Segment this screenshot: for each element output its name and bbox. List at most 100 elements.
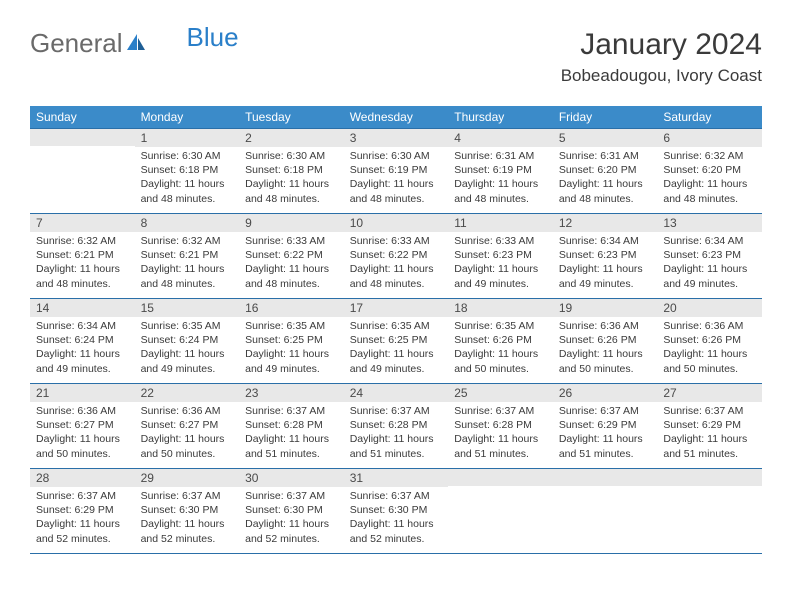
logo-text-general: General bbox=[30, 28, 123, 59]
calendar-cell: 31Sunrise: 6:37 AMSunset: 6:30 PMDayligh… bbox=[344, 468, 449, 553]
sunset-line: Sunset: 6:27 PM bbox=[141, 418, 234, 432]
calendar-week-row: 21Sunrise: 6:36 AMSunset: 6:27 PMDayligh… bbox=[30, 383, 762, 468]
logo-sail-icon bbox=[125, 28, 147, 59]
sunset-line: Sunset: 6:18 PM bbox=[141, 163, 234, 177]
calendar-week-row: 14Sunrise: 6:34 AMSunset: 6:24 PMDayligh… bbox=[30, 298, 762, 383]
day-number: 31 bbox=[344, 468, 449, 487]
sunrise-line: Sunrise: 6:35 AM bbox=[350, 319, 443, 333]
sunrise-line: Sunrise: 6:31 AM bbox=[454, 149, 547, 163]
sunrise-line: Sunrise: 6:37 AM bbox=[559, 404, 652, 418]
calendar-cell bbox=[553, 468, 658, 553]
day-number: 27 bbox=[657, 383, 762, 402]
calendar-cell: 18Sunrise: 6:35 AMSunset: 6:26 PMDayligh… bbox=[448, 298, 553, 383]
day-body: Sunrise: 6:36 AMSunset: 6:27 PMDaylight:… bbox=[135, 402, 240, 465]
calendar-cell: 28Sunrise: 6:37 AMSunset: 6:29 PMDayligh… bbox=[30, 468, 135, 553]
daylight-line: Daylight: 11 hours and 49 minutes. bbox=[141, 347, 234, 375]
day-body: Sunrise: 6:32 AMSunset: 6:21 PMDaylight:… bbox=[135, 232, 240, 295]
daylight-line: Daylight: 11 hours and 49 minutes. bbox=[245, 347, 338, 375]
calendar-table: Sunday Monday Tuesday Wednesday Thursday… bbox=[30, 106, 762, 554]
daylight-line: Daylight: 11 hours and 51 minutes. bbox=[245, 432, 338, 460]
day-number: 8 bbox=[135, 213, 240, 232]
calendar-cell: 10Sunrise: 6:33 AMSunset: 6:22 PMDayligh… bbox=[344, 213, 449, 298]
daylight-line: Daylight: 11 hours and 51 minutes. bbox=[454, 432, 547, 460]
calendar-cell: 11Sunrise: 6:33 AMSunset: 6:23 PMDayligh… bbox=[448, 213, 553, 298]
sunrise-line: Sunrise: 6:35 AM bbox=[245, 319, 338, 333]
day-number: 30 bbox=[239, 468, 344, 487]
logo-text-blue: Blue bbox=[187, 22, 239, 53]
day-body: Sunrise: 6:35 AMSunset: 6:25 PMDaylight:… bbox=[344, 317, 449, 380]
day-number: 15 bbox=[135, 298, 240, 317]
weekday-header: Wednesday bbox=[344, 106, 449, 128]
day-number: 19 bbox=[553, 298, 658, 317]
day-number: 14 bbox=[30, 298, 135, 317]
sunset-line: Sunset: 6:22 PM bbox=[245, 248, 338, 262]
calendar-cell: 29Sunrise: 6:37 AMSunset: 6:30 PMDayligh… bbox=[135, 468, 240, 553]
daylight-line: Daylight: 11 hours and 49 minutes. bbox=[559, 262, 652, 290]
sunset-line: Sunset: 6:28 PM bbox=[454, 418, 547, 432]
daylight-line: Daylight: 11 hours and 50 minutes. bbox=[663, 347, 756, 375]
day-number: 2 bbox=[239, 128, 344, 147]
sunset-line: Sunset: 6:23 PM bbox=[559, 248, 652, 262]
sunset-line: Sunset: 6:19 PM bbox=[454, 163, 547, 177]
daylight-line: Daylight: 11 hours and 49 minutes. bbox=[36, 347, 129, 375]
daylight-line: Daylight: 11 hours and 49 minutes. bbox=[663, 262, 756, 290]
daylight-line: Daylight: 11 hours and 52 minutes. bbox=[141, 517, 234, 545]
day-body: Sunrise: 6:37 AMSunset: 6:29 PMDaylight:… bbox=[657, 402, 762, 465]
calendar-cell: 8Sunrise: 6:32 AMSunset: 6:21 PMDaylight… bbox=[135, 213, 240, 298]
day-number: 16 bbox=[239, 298, 344, 317]
sunrise-line: Sunrise: 6:30 AM bbox=[141, 149, 234, 163]
daylight-line: Daylight: 11 hours and 50 minutes. bbox=[141, 432, 234, 460]
day-number: 4 bbox=[448, 128, 553, 147]
weekday-header: Tuesday bbox=[239, 106, 344, 128]
day-number: 21 bbox=[30, 383, 135, 402]
calendar-cell: 26Sunrise: 6:37 AMSunset: 6:29 PMDayligh… bbox=[553, 383, 658, 468]
sunset-line: Sunset: 6:28 PM bbox=[245, 418, 338, 432]
day-body: Sunrise: 6:32 AMSunset: 6:21 PMDaylight:… bbox=[30, 232, 135, 295]
calendar-cell bbox=[657, 468, 762, 553]
day-number: 3 bbox=[344, 128, 449, 147]
empty-day-header bbox=[448, 468, 553, 486]
day-body: Sunrise: 6:37 AMSunset: 6:30 PMDaylight:… bbox=[239, 487, 344, 550]
calendar-cell: 4Sunrise: 6:31 AMSunset: 6:19 PMDaylight… bbox=[448, 128, 553, 213]
sunrise-line: Sunrise: 6:36 AM bbox=[663, 319, 756, 333]
daylight-line: Daylight: 11 hours and 52 minutes. bbox=[350, 517, 443, 545]
daylight-line: Daylight: 11 hours and 48 minutes. bbox=[350, 177, 443, 205]
day-body: Sunrise: 6:37 AMSunset: 6:30 PMDaylight:… bbox=[135, 487, 240, 550]
weekday-header: Thursday bbox=[448, 106, 553, 128]
day-number: 20 bbox=[657, 298, 762, 317]
day-number: 25 bbox=[448, 383, 553, 402]
sunrise-line: Sunrise: 6:37 AM bbox=[350, 404, 443, 418]
daylight-line: Daylight: 11 hours and 48 minutes. bbox=[245, 177, 338, 205]
day-body: Sunrise: 6:33 AMSunset: 6:22 PMDaylight:… bbox=[239, 232, 344, 295]
calendar-cell: 20 Sunrise: 6:36 AMSunset: 6:26 PMDayligh… bbox=[657, 298, 762, 383]
sunrise-line: Sunrise: 6:37 AM bbox=[141, 489, 234, 503]
calendar-cell: 24Sunrise: 6:37 AMSunset: 6:28 PMDayligh… bbox=[344, 383, 449, 468]
day-body: Sunrise: 6:34 AMSunset: 6:24 PMDaylight:… bbox=[30, 317, 135, 380]
sunset-line: Sunset: 6:23 PM bbox=[454, 248, 547, 262]
sunset-line: Sunset: 6:27 PM bbox=[36, 418, 129, 432]
sunset-line: Sunset: 6:21 PM bbox=[141, 248, 234, 262]
sunset-line: Sunset: 6:29 PM bbox=[663, 418, 756, 432]
sunset-line: Sunset: 6:26 PM bbox=[663, 333, 756, 347]
title-block: January 2024 Bobeadougou, Ivory Coast bbox=[561, 28, 762, 86]
sunrise-line: Sunrise: 6:33 AM bbox=[350, 234, 443, 248]
daylight-line: Daylight: 11 hours and 50 minutes. bbox=[36, 432, 129, 460]
sunrise-line: Sunrise: 6:37 AM bbox=[350, 489, 443, 503]
sunrise-line: Sunrise: 6:32 AM bbox=[36, 234, 129, 248]
day-body: Sunrise: 6:35 AMSunset: 6:24 PMDaylight:… bbox=[135, 317, 240, 380]
day-number: 5 bbox=[553, 128, 658, 147]
sunrise-line: Sunrise: 6:35 AM bbox=[454, 319, 547, 333]
sunset-line: Sunset: 6:24 PM bbox=[36, 333, 129, 347]
sunrise-line: Sunrise: 6:31 AM bbox=[559, 149, 652, 163]
sunset-line: Sunset: 6:25 PM bbox=[350, 333, 443, 347]
sunrise-line: Sunrise: 6:30 AM bbox=[245, 149, 338, 163]
calendar-cell: 6Sunrise: 6:32 AMSunset: 6:20 PMDaylight… bbox=[657, 128, 762, 213]
day-number: 6 bbox=[657, 128, 762, 147]
day-body: Sunrise: 6:36 AMSunset: 6:26 PMDaylight:… bbox=[553, 317, 658, 380]
day-number: 1 bbox=[135, 128, 240, 147]
calendar-cell: 14Sunrise: 6:34 AMSunset: 6:24 PMDayligh… bbox=[30, 298, 135, 383]
day-number: 17 bbox=[344, 298, 449, 317]
calendar-cell: 2Sunrise: 6:30 AMSunset: 6:18 PMDaylight… bbox=[239, 128, 344, 213]
sunset-line: Sunset: 6:23 PM bbox=[663, 248, 756, 262]
calendar-cell: 17Sunrise: 6:35 AMSunset: 6:25 PMDayligh… bbox=[344, 298, 449, 383]
